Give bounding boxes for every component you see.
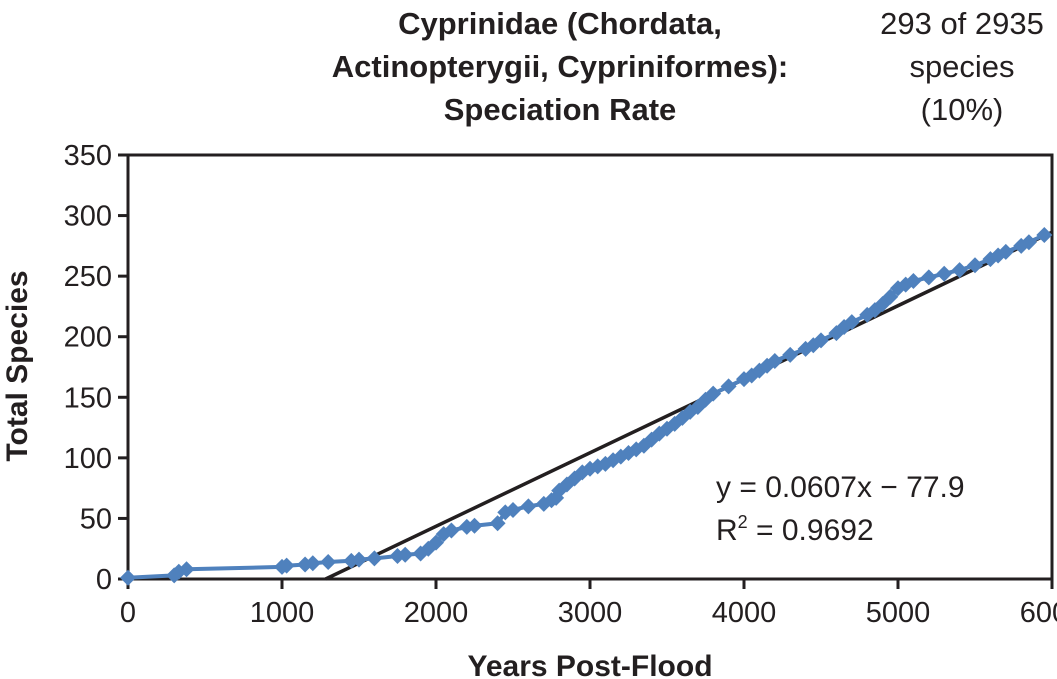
species-count-line: species [909, 49, 1015, 84]
y-tick-label: 0 [96, 564, 112, 596]
data-point [466, 517, 483, 534]
data-point [951, 262, 968, 279]
y-tick-label: 150 [64, 382, 112, 414]
trendline-equation: y = 0.0607x − 77.9 [716, 471, 965, 504]
data-point [320, 554, 337, 571]
data-point [489, 515, 506, 532]
data-point [428, 534, 444, 551]
y-tick-label: 300 [64, 201, 112, 233]
data-point [304, 555, 321, 572]
chart-title-line: Actinopterygii, Cypriniformes): [331, 49, 789, 84]
data-point [178, 561, 195, 578]
x-tick-label: 6000 [1020, 597, 1057, 629]
x-tick-label: 4000 [712, 597, 777, 629]
data-point [967, 257, 983, 274]
r-squared-superscript: 2 [738, 512, 748, 532]
data-point [1036, 226, 1053, 243]
data-point [766, 352, 783, 369]
y-tick-label: 100 [64, 443, 112, 475]
data-point [882, 288, 899, 305]
data-point [843, 314, 860, 331]
y-tick-label: 50 [80, 503, 112, 535]
data-point [705, 385, 722, 402]
data-point [936, 265, 953, 282]
data-point [505, 501, 521, 518]
data-point [782, 346, 799, 363]
r-squared-prefix: R [716, 514, 738, 547]
data-point [905, 272, 922, 289]
plot-frame [126, 153, 1054, 581]
chart-title-line: Speciation Rate [443, 92, 677, 127]
x-tick-label: 3000 [558, 597, 623, 629]
data-point [813, 332, 829, 349]
data-point [366, 550, 383, 567]
y-tick-label: 350 [64, 140, 112, 172]
tick-labels: 0 50 100 150 200 250 300 350 0 1000 2000 3000 4000 50… [64, 140, 1057, 629]
x-axis-label: Years Post-Flood [467, 650, 712, 679]
data-point [120, 569, 136, 586]
chart-title: Cyprinidae (Chordata, Actinopterygii, Cy… [250, 2, 870, 131]
x-tick-label: 2000 [404, 597, 469, 629]
species-count-line: 293 of 2935 [880, 6, 1044, 41]
y-tick-label: 200 [64, 322, 112, 354]
series-group [120, 226, 1053, 586]
data-point [920, 269, 937, 286]
species-count-line: (10%) [920, 92, 1004, 127]
x-tick-label: 1000 [250, 597, 315, 629]
y-tick-label: 250 [64, 261, 112, 293]
r-squared-value: = 0.9692 [748, 514, 874, 547]
data-point [720, 378, 737, 395]
data-point [443, 522, 460, 539]
chart-title-line: Cyprinidae (Chordata, [398, 6, 722, 41]
x-tick-label: 5000 [866, 597, 931, 629]
data-point [397, 546, 414, 563]
x-tick-label: 0 [120, 597, 136, 629]
data-point [278, 557, 295, 574]
data-point [520, 498, 537, 515]
species-count-note: 293 of 2935 species (10%) [872, 2, 1052, 131]
data-point [351, 551, 367, 568]
r-squared-label: R2 = 0.9692 [716, 512, 874, 547]
data-point [1020, 234, 1037, 251]
data-point [997, 243, 1014, 260]
y-axis-label: Total Species [1, 270, 34, 461]
axes [118, 153, 1054, 589]
